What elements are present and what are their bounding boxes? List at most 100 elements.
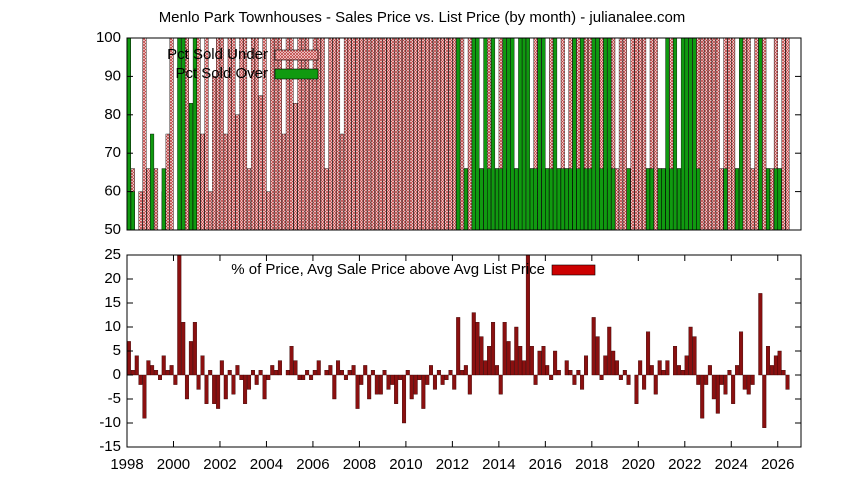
bar xyxy=(351,229,356,230)
bar xyxy=(270,365,275,376)
bar xyxy=(363,38,368,230)
bar xyxy=(727,370,732,376)
bar xyxy=(227,370,232,376)
x-tick-label: 2006 xyxy=(296,456,329,473)
y-tick-label: 100 xyxy=(96,29,121,46)
bar xyxy=(537,350,542,376)
bar xyxy=(266,374,271,381)
bar xyxy=(611,38,616,230)
plot-area xyxy=(127,38,790,230)
bar xyxy=(591,38,596,230)
bar xyxy=(150,365,155,376)
bar xyxy=(444,229,449,230)
bar xyxy=(378,38,383,230)
bar xyxy=(483,38,488,230)
bar xyxy=(452,374,457,390)
x-tick-label: 2026 xyxy=(761,456,794,473)
bar xyxy=(742,374,747,390)
bar xyxy=(324,168,329,230)
bar xyxy=(413,374,418,395)
bar xyxy=(305,370,310,376)
bar xyxy=(518,38,523,230)
bar xyxy=(603,355,608,376)
frame xyxy=(126,37,802,231)
bar xyxy=(642,229,647,230)
bar xyxy=(328,229,333,230)
bar xyxy=(545,365,550,376)
bar xyxy=(460,370,465,376)
bar xyxy=(173,229,178,230)
x-tick-label: 2014 xyxy=(482,456,515,473)
bar xyxy=(227,229,232,230)
bar xyxy=(138,191,143,230)
bar xyxy=(204,38,209,230)
bar xyxy=(742,229,747,230)
bar xyxy=(758,38,763,230)
bar xyxy=(204,374,209,404)
bar xyxy=(436,229,441,230)
bar xyxy=(336,38,341,230)
bar xyxy=(676,168,681,230)
bar xyxy=(432,229,437,230)
bar xyxy=(169,365,174,376)
bar xyxy=(622,370,627,376)
bar xyxy=(642,374,647,390)
bar xyxy=(339,370,344,376)
bar xyxy=(723,168,728,230)
y-tick-label: 0 xyxy=(113,366,121,383)
bar xyxy=(560,168,565,230)
bar xyxy=(541,38,546,230)
bar xyxy=(591,317,596,376)
x-tick-label: 2012 xyxy=(436,456,469,473)
x-tick-label: 2018 xyxy=(575,456,608,473)
legend-swatch xyxy=(274,49,319,61)
bar xyxy=(673,38,678,230)
bar xyxy=(634,374,639,404)
bar xyxy=(553,38,558,230)
bar xyxy=(607,229,612,230)
bar xyxy=(409,374,414,400)
bar xyxy=(460,38,465,230)
bar xyxy=(440,374,445,385)
bar xyxy=(514,326,519,376)
bar xyxy=(676,365,681,376)
bar xyxy=(312,229,317,230)
bar xyxy=(739,229,744,230)
bar xyxy=(231,38,236,230)
y-tick-label: -15 xyxy=(99,438,121,455)
bar xyxy=(618,38,623,230)
bar xyxy=(134,229,139,230)
bar xyxy=(518,346,523,376)
bar xyxy=(347,370,352,376)
bar xyxy=(769,365,774,376)
bar xyxy=(707,365,712,376)
bar xyxy=(498,374,503,395)
bar xyxy=(142,374,147,419)
y-tick-label: 60 xyxy=(104,183,121,200)
bar xyxy=(297,374,302,381)
x-tick-label: 2024 xyxy=(715,456,748,473)
bar xyxy=(192,322,197,376)
bar xyxy=(181,322,186,376)
bar xyxy=(587,168,592,230)
bar xyxy=(243,38,248,230)
chart-title: Menlo Park Townhouses - Sales Price vs. … xyxy=(159,9,686,26)
bar xyxy=(684,355,689,376)
bar xyxy=(239,374,244,381)
bar xyxy=(444,374,449,381)
bar xyxy=(277,38,282,230)
bar xyxy=(347,229,352,230)
bar xyxy=(266,229,271,230)
bar xyxy=(765,346,770,376)
bar xyxy=(510,360,515,376)
bar xyxy=(711,374,716,400)
bar xyxy=(130,370,135,376)
bar xyxy=(568,370,573,376)
bar xyxy=(487,346,492,376)
bar xyxy=(432,374,437,390)
bar xyxy=(402,374,407,424)
bar xyxy=(704,374,709,385)
bar xyxy=(781,38,786,230)
x-tick-label: 2008 xyxy=(343,456,376,473)
bar xyxy=(707,229,712,230)
